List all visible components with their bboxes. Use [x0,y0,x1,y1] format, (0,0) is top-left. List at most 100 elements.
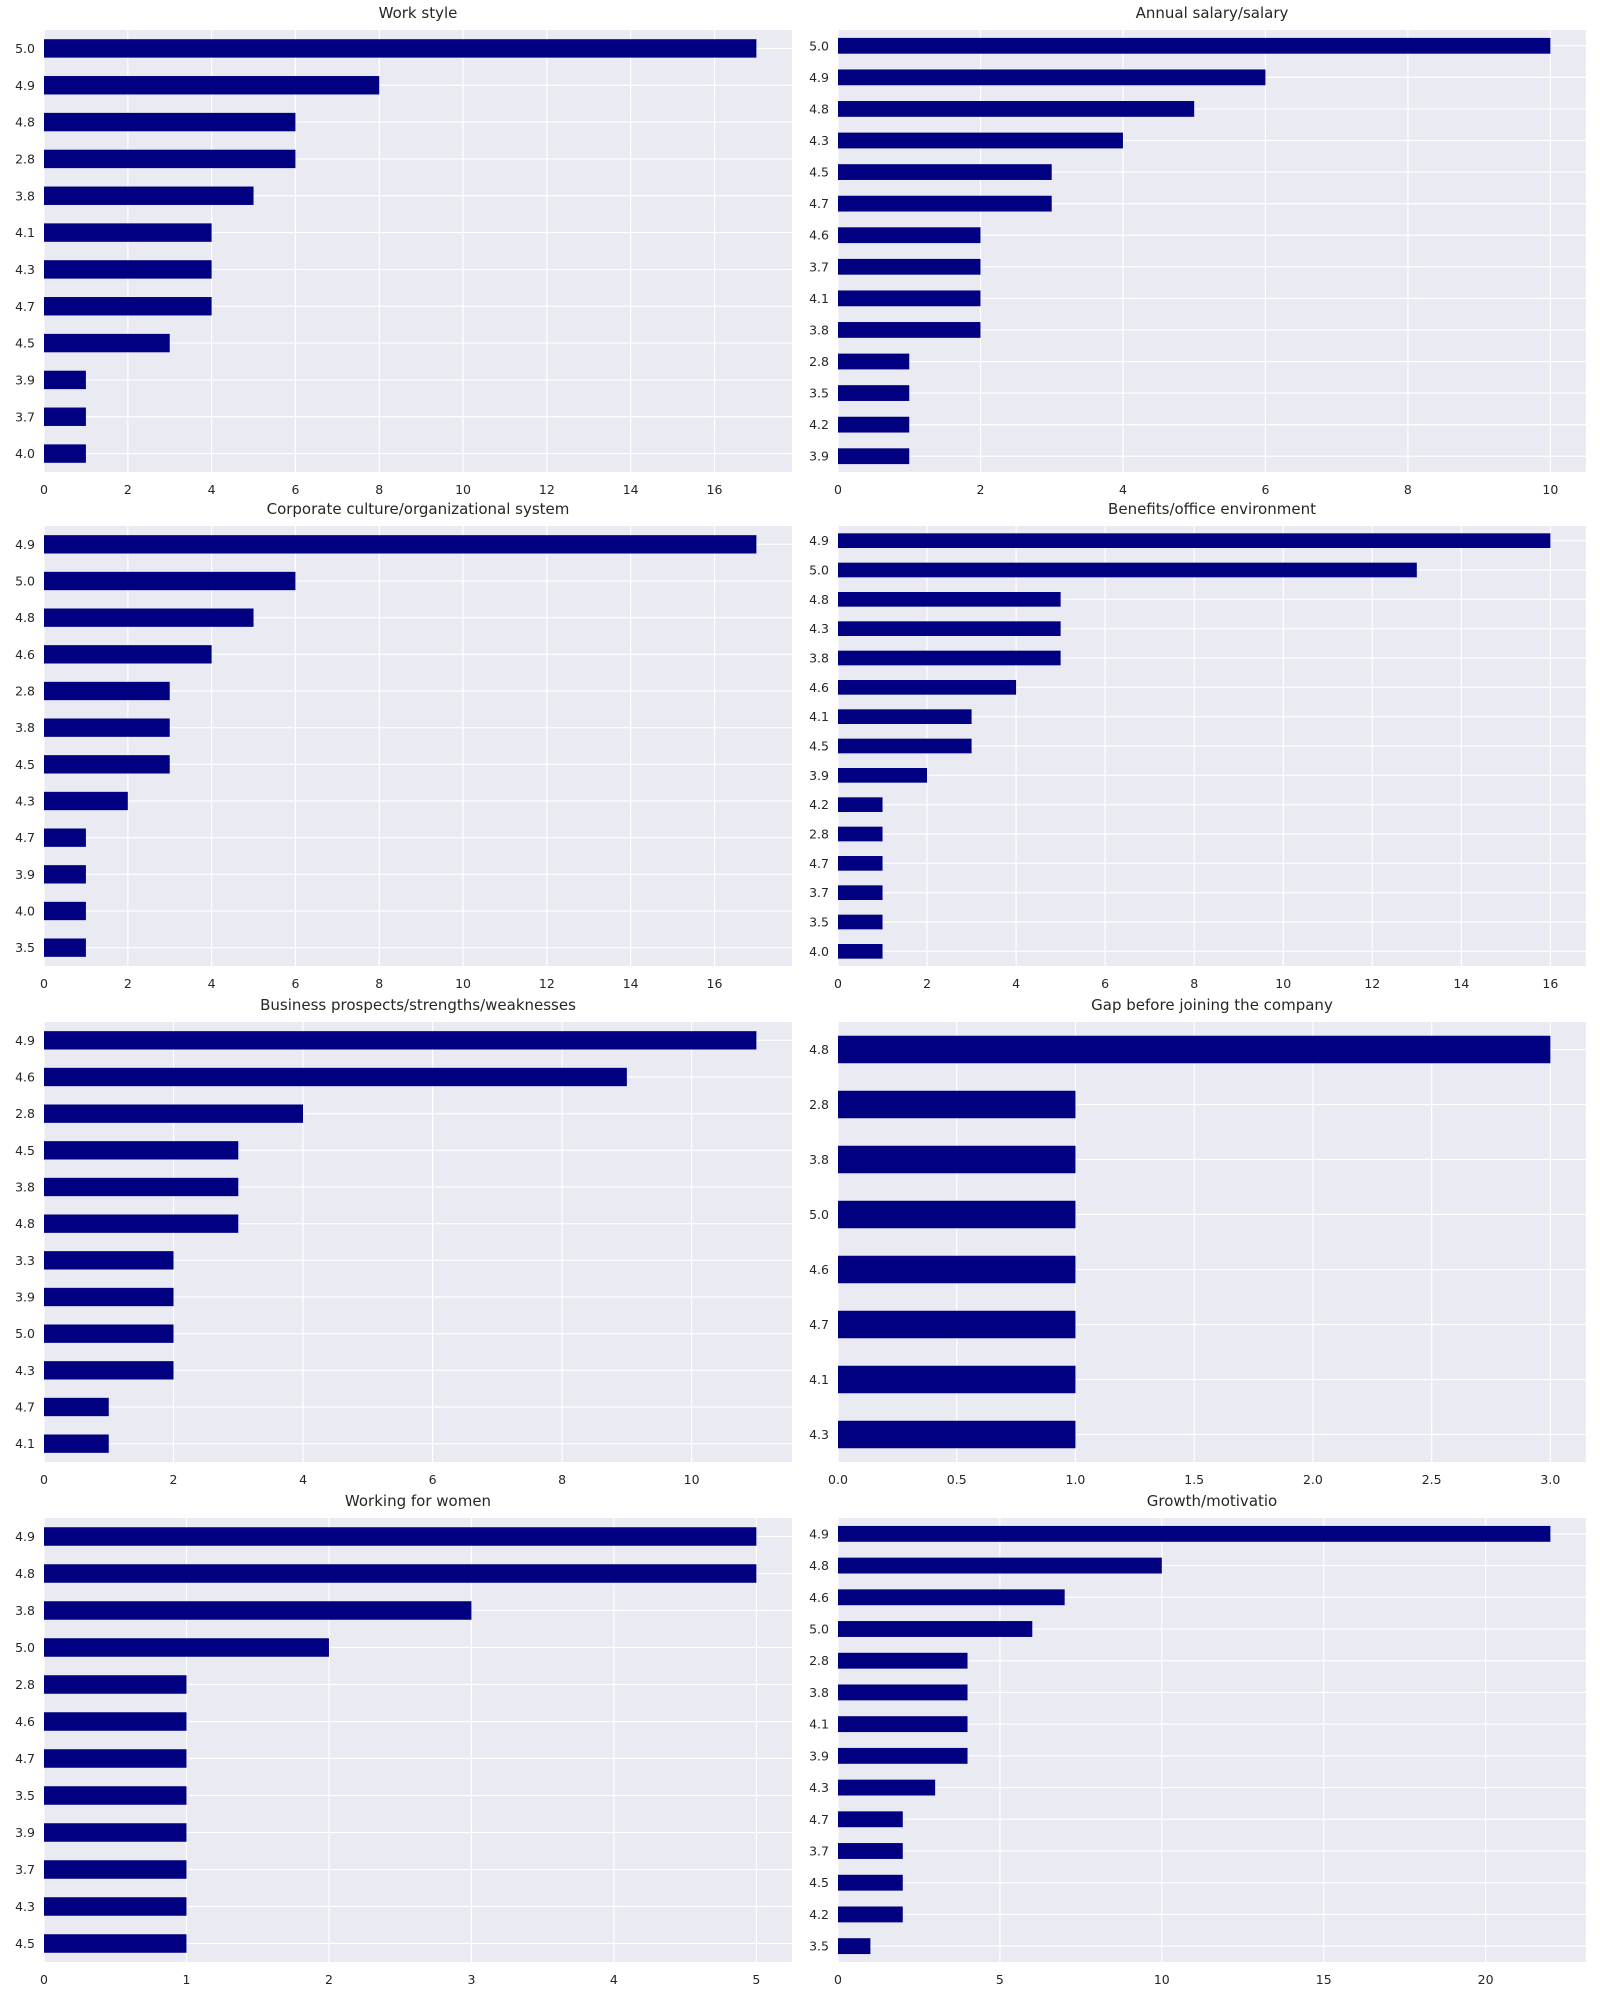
bar [44,1712,187,1731]
bar [838,164,1052,180]
x-tick-label: 10 [1154,1972,1170,1987]
y-tick-label: 2.8 [809,1097,829,1112]
bar [44,755,170,774]
bar [838,132,1123,149]
bar [838,37,1551,54]
bar [44,1897,187,1916]
y-tick-label: 3.5 [15,940,35,955]
y-tick-label: 4.6 [809,680,829,695]
x-tick-label: 2 [976,482,984,497]
x-tick-label: 10 [684,1472,700,1487]
bar [838,448,910,465]
x-tick-label: 1.5 [1184,1472,1204,1487]
y-tick-label: 4.3 [809,621,829,636]
y-tick-label: 4.6 [809,228,829,243]
y-tick-label: 4.9 [15,1033,35,1048]
bar [44,1287,174,1307]
y-tick-label: 5.0 [809,563,829,578]
y-tick-label: 4.5 [15,757,35,772]
bar [44,223,212,242]
x-tick-label: 3.0 [1540,1472,1560,1487]
bar [44,186,254,205]
x-tick-label: 2.0 [1303,1472,1323,1487]
chart-panel-4: 0 2 4 6 8 10 12 14 16 4.9 5.0 4.8 4.3 3.8 4.6 4.1 4.5 3.9… [809,500,1586,991]
y-tick-label: 3.8 [809,322,829,337]
y-tick-label: 4.5 [15,336,35,351]
chart-panel-7: 0 1 2 3 4 5 4.9 4.8 3.8 5.0 2.8 4.6 4.7 3.5 3.9 3.7 4.3 4… [15,1492,792,1987]
y-tick-label: 3.9 [15,372,35,387]
y-tick-label: 4.9 [15,537,35,552]
bar [44,1214,239,1233]
y-tick-label: 4.3 [809,133,829,148]
x-tick-label: 0 [40,1472,48,1487]
y-tick-label: 4.3 [15,262,35,277]
bar [44,608,254,627]
y-tick-label: 4.0 [809,944,829,959]
y-tick-label: 4.7 [15,1751,35,1766]
chart-title: Benefits/office environment [1108,500,1316,518]
y-tick-label: 2.8 [809,354,829,369]
y-tick-label: 4.3 [809,1780,829,1795]
bar [838,738,972,754]
y-tick-label: 3.8 [809,1685,829,1700]
y-tick-label: 3.8 [15,1180,35,1195]
x-tick-label: 0 [40,482,48,497]
x-tick-label: 4 [610,1972,618,1987]
bar [44,1177,239,1197]
y-tick-label: 4.8 [15,1566,35,1581]
y-tick-label: 5.0 [15,574,35,589]
x-tick-label: 0 [40,976,48,991]
y-tick-label: 3.8 [809,651,829,666]
y-tick-label: 4.2 [809,417,829,432]
y-tick-label: 4.7 [809,856,829,871]
y-tick-label: 4.7 [809,1812,829,1827]
y-tick-label: 5.0 [15,1326,35,1341]
bar [44,901,86,921]
bar [838,290,981,307]
x-tick-label: 4 [208,482,216,497]
y-tick-label: 4.1 [15,225,35,240]
x-tick-label: 8 [375,976,383,991]
y-tick-label: 4.1 [809,1717,829,1732]
bar [838,1779,936,1796]
y-tick-label: 4.7 [15,1400,35,1415]
x-tick-label: 4 [208,976,216,991]
bar [838,797,883,812]
x-tick-label: 1.0 [1066,1472,1086,1487]
y-tick-label: 4.9 [809,533,829,548]
bar [44,407,86,426]
bar [44,370,86,390]
bar [44,1031,757,1050]
bar [838,1310,1076,1339]
bar [44,1434,109,1453]
y-tick-label: 3.5 [15,1788,35,1803]
bar [838,1811,903,1828]
bar [44,681,170,701]
y-tick-label: 4.3 [15,1899,35,1914]
y-tick-label: 3.8 [15,188,35,203]
x-tick-label: 8 [1404,482,1412,497]
x-tick-label: 0.0 [828,1472,848,1487]
bar [44,828,86,847]
y-tick-label: 4.6 [15,1714,35,1729]
bar [838,1652,968,1669]
bar [838,1874,903,1891]
bar [44,938,86,957]
bar [44,1934,187,1953]
bar [44,571,296,591]
x-tick-label: 10 [455,976,471,991]
bar [838,353,910,370]
bar [44,645,212,664]
y-tick-label: 4.9 [809,1526,829,1541]
x-tick-label: 0 [834,1972,842,1987]
x-tick-label: 6 [291,976,299,991]
bar [838,856,883,871]
chart-title: Gap before joining the company [1091,996,1333,1014]
bar [838,621,1061,636]
y-tick-label: 3.8 [809,1152,829,1167]
x-tick-label: 0 [834,976,842,991]
x-tick-label: 6 [291,482,299,497]
bar [44,1601,472,1620]
y-tick-label: 4.7 [15,299,35,314]
y-tick-label: 4.6 [809,1590,829,1605]
